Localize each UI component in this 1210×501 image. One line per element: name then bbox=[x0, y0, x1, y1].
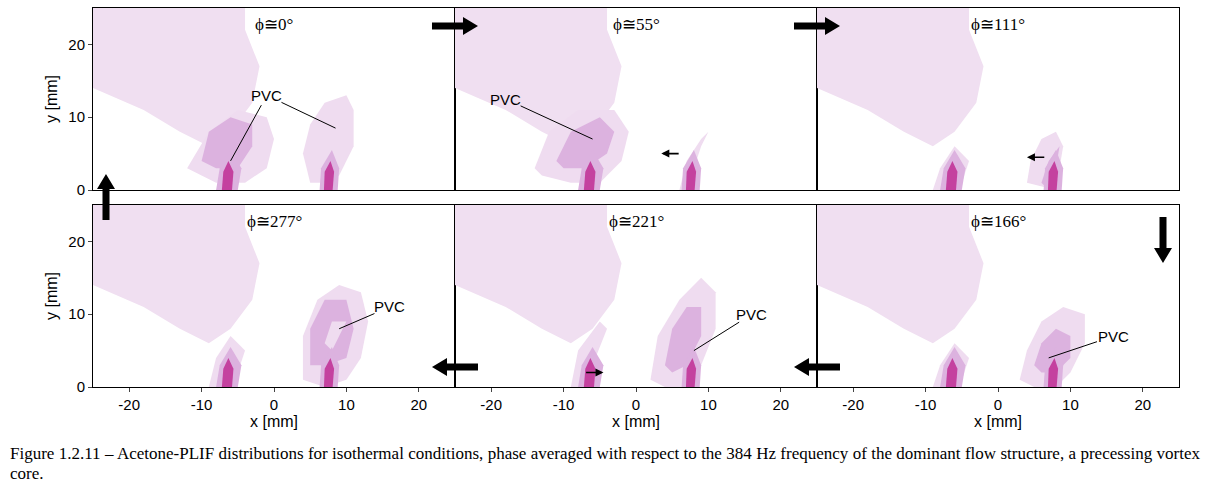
svg-text:x [mm]: x [mm] bbox=[974, 413, 1022, 430]
svg-text:10: 10 bbox=[68, 108, 85, 125]
svg-text:20: 20 bbox=[68, 233, 85, 250]
svg-text:-10: -10 bbox=[191, 396, 213, 413]
svg-text:PVC: PVC bbox=[490, 91, 521, 108]
svg-text:-20: -20 bbox=[480, 396, 502, 413]
svg-text:10: 10 bbox=[700, 396, 717, 413]
svg-text:x [mm]: x [mm] bbox=[612, 413, 660, 430]
svg-text:-20: -20 bbox=[842, 396, 864, 413]
svg-text:ϕ≅221°: ϕ≅221° bbox=[609, 212, 664, 231]
svg-text:20: 20 bbox=[68, 36, 85, 53]
svg-text:0: 0 bbox=[270, 396, 278, 413]
html-text:Figure 1.2.11 – Acetone-PLIF d: Figure 1.2.11 – Acetone-PLIF distributio… bbox=[10, 444, 1200, 484]
svg-text:ϕ≅277°: ϕ≅277° bbox=[247, 212, 302, 231]
svg-text:ϕ≅55°: ϕ≅55° bbox=[613, 15, 660, 34]
svg-text:10: 10 bbox=[1062, 396, 1079, 413]
svg-text:x [mm]: x [mm] bbox=[250, 413, 298, 430]
svg-text:20: 20 bbox=[410, 396, 427, 413]
svg-text:0: 0 bbox=[994, 396, 1002, 413]
svg-text:20: 20 bbox=[1134, 396, 1151, 413]
svg-text:ϕ≅166°: ϕ≅166° bbox=[971, 212, 1026, 231]
svg-text:ϕ≅0°: ϕ≅0° bbox=[255, 15, 293, 34]
svg-text:PVC: PVC bbox=[374, 298, 405, 315]
svg-text:ϕ≅111°: ϕ≅111° bbox=[971, 15, 1025, 34]
svg-text:PVC: PVC bbox=[736, 306, 767, 323]
svg-text:0: 0 bbox=[77, 378, 85, 395]
svg-text:-10: -10 bbox=[915, 396, 937, 413]
svg-text:y [mm]: y [mm] bbox=[43, 272, 60, 320]
svg-text:20: 20 bbox=[772, 396, 789, 413]
svg-text:PVC: PVC bbox=[251, 87, 282, 104]
svg-text:y [mm]: y [mm] bbox=[43, 75, 60, 123]
svg-text:10: 10 bbox=[68, 305, 85, 322]
svg-text:10: 10 bbox=[338, 396, 355, 413]
svg-text:-20: -20 bbox=[118, 396, 140, 413]
svg-text:0: 0 bbox=[77, 181, 85, 198]
svg-text:0: 0 bbox=[632, 396, 640, 413]
svg-text:PVC: PVC bbox=[1098, 328, 1129, 345]
svg-text:-10: -10 bbox=[553, 396, 575, 413]
